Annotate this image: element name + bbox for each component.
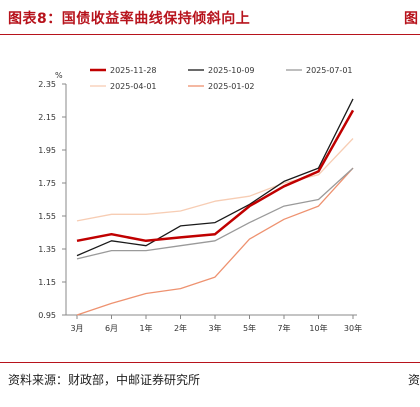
legend-label: 2025-01-02 [208,82,255,91]
x-axis: 3月 6月 1年 2年 3年 5年 7年 10年 30年 [66,314,362,333]
y-tick-label: 1.35 [38,245,56,254]
legend: 2025-11-28 2025-10-09 2025-07-01 2025-04-01… [90,66,353,91]
figure-title: 图表8：国债收益率曲线保持倾斜向上 [8,11,251,27]
y-tick-label: 1.15 [38,278,56,287]
series-line-2025-01-02 [76,167,354,316]
x-tick-label: 3月 [70,324,83,333]
series-line-2025-11-28 [76,109,355,243]
legend-label: 2025-10-09 [208,66,255,75]
y-axis-unit-label: % [55,71,63,80]
yield-curve-chart: % 2025-11-28 2025-10-09 2025-07-01 2025-04-… [38,66,362,333]
next-figure-title-fragment: 图 [404,11,418,27]
x-tick-label: 30年 [344,323,362,333]
source-divider [0,362,420,363]
x-tick-label: 3年 [208,323,221,333]
y-tick-label: 2.35 [38,80,56,89]
y-tick-label: 2.15 [38,113,56,122]
x-tick-label: 2年 [174,323,187,333]
legend-label: 2025-07-01 [306,66,353,75]
x-tick-label: 7年 [277,323,290,333]
plot-lines [76,98,355,316]
x-tick-label: 5年 [243,323,256,333]
x-tick-label: 10年 [309,323,327,333]
next-source-note-fragment: 资 [408,373,420,387]
legend-label: 2025-04-01 [110,82,157,91]
y-tick-label: 1.75 [38,179,56,188]
series-line-2025-07-01 [76,167,354,260]
y-axis: 0.95 1.15 1.35 1.55 1.75 1.95 2.15 2.35 [38,80,67,320]
y-tick-label: 0.95 [38,311,56,320]
y-tick-label: 1.95 [38,146,56,155]
title-divider [0,34,420,35]
source-note: 资料来源：财政部，中邮证券研究所 [8,373,201,387]
x-tick-label: 1年 [139,323,152,333]
legend-label: 2025-11-28 [110,66,157,75]
series-line-2025-10-09 [76,98,354,257]
y-tick-label: 1.55 [38,212,56,221]
x-tick-label: 6月 [105,324,118,333]
